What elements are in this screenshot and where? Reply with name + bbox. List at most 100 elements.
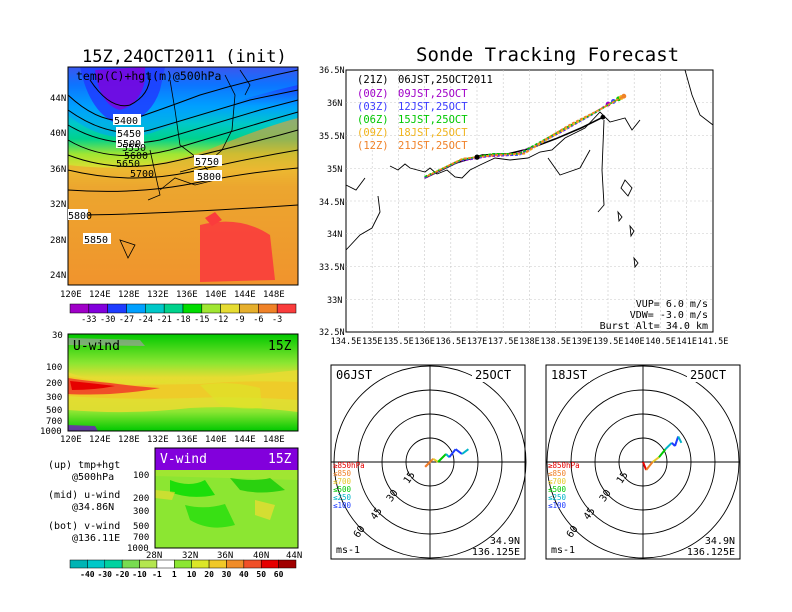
lon-tick: 120E: [60, 290, 82, 300]
hodo-date: 25OCT: [475, 368, 511, 382]
hodograph-segment: [658, 448, 667, 458]
hodograph-segment: [448, 448, 457, 458]
colorbar-swatch: [201, 303, 221, 314]
lon-tick: 124E: [89, 290, 111, 300]
colorbar-swatch: [220, 303, 240, 314]
contour-label: 5800: [197, 172, 221, 183]
lon-tick: 140.5E: [645, 337, 676, 347]
temp-colorbar: -33 -30 -27 -24 -21 -18 -15 -12 -9 -6 -3: [69, 303, 297, 325]
colorbar-swatch: [69, 303, 90, 314]
p-tick: 100: [133, 471, 149, 481]
lat-label: 34.9N: [490, 536, 520, 547]
legend-label: 15JST,25OCT: [398, 114, 468, 126]
lon-tick: 132E: [147, 290, 169, 300]
colorbar-label: 1: [172, 570, 177, 579]
hodograph-segment: [432, 457, 439, 463]
track-legend: (21Z) 06JST,25OCT2011 (00Z) 09JST,25OCT …: [357, 74, 493, 152]
contour-label: 5650: [116, 159, 140, 170]
colorbar-label: -15: [194, 315, 209, 325]
p-tick: 100: [46, 363, 62, 373]
colorbar-label: -18: [175, 315, 190, 325]
lon-tick: 144E: [234, 290, 256, 300]
burst-point: [600, 114, 606, 120]
p-legend: ≤100: [333, 501, 352, 510]
init-title: 15Z,24OCT2011 (init): [82, 47, 287, 67]
note-bot-lon: @136.11E: [72, 533, 121, 544]
legend-label: 18JST,25OCT: [398, 127, 468, 139]
unit-label: ms-1: [336, 545, 360, 556]
hodograph-segment: [674, 436, 680, 447]
colorbar-label: -30: [100, 315, 115, 325]
lat-tick: 35.5N: [319, 132, 345, 142]
lat-tick: 28N: [50, 236, 66, 246]
colorbar-label: 40: [239, 570, 249, 579]
colorbar-label: -20: [115, 570, 130, 579]
colorbar-label: -12: [213, 315, 228, 325]
lon-tick: 139.5E: [593, 337, 624, 347]
contour-label: 5850: [84, 235, 108, 246]
vwind-time: 15Z: [268, 452, 292, 467]
lat-tick: 32N: [182, 551, 198, 561]
contour-label: 5700: [130, 169, 154, 180]
hodo-right-legend: ≥850hPa ≤850 ≤700 ≤500 ≤250 ≤100: [548, 461, 580, 510]
lon-tick: 136E: [176, 290, 198, 300]
colorbar-label: -27: [119, 315, 134, 325]
lat-tick: 33N: [327, 296, 342, 306]
colorbar-label: 50: [256, 570, 266, 579]
legend-code: (09Z): [357, 127, 389, 139]
hodograph-segment: [651, 456, 660, 463]
colorbar-swatch: [258, 303, 278, 314]
track-lon-ticks: 134.5E 135E 135.5E 136E 136.5E 137E 137.5E 138E…: [331, 337, 729, 347]
colorbar-swatch: [104, 559, 123, 569]
lon-tick: 135E: [362, 337, 382, 347]
lat-tick: 28N: [146, 551, 162, 561]
lat-tick: 33.5N: [319, 263, 345, 273]
p-tick: 1000: [40, 427, 62, 437]
hodograph-segment: [664, 442, 673, 450]
colorbar-swatch: [260, 559, 279, 569]
colorbar-swatch: [156, 559, 175, 569]
p-tick: 200: [133, 494, 149, 504]
legend-code: (12Z): [357, 140, 389, 152]
legend-code: (03Z): [357, 101, 389, 113]
p-legend: ≥850hPa: [333, 461, 365, 470]
lat-tick: 32N: [50, 200, 66, 210]
p-legend: ≤250: [548, 493, 567, 502]
map-label-box: temp(C)+hgt(m)@500hPa: [76, 69, 221, 83]
vwind-title: V-wind: [160, 452, 207, 467]
lon-tick: 141E: [677, 337, 697, 347]
note-up-level: @500hPa: [72, 472, 115, 483]
hodograph-segment: [455, 448, 463, 455]
colorbar-label: -10: [132, 570, 147, 579]
hodo-left-legend: ≥850hPa ≤850 ≤700 ≤500 ≤250 ≤100: [333, 461, 365, 510]
uwind-time: 15Z: [268, 339, 292, 354]
vwind-axes: 100 200 300 500 700 1000 28N 32N 36N 40N…: [127, 471, 302, 561]
contour-label: 5600: [124, 151, 148, 162]
vwind-field: [154, 447, 299, 549]
legend-label: 21JST,25OCT: [398, 140, 468, 152]
contour-label: 5550: [122, 143, 146, 154]
burst-point: [621, 93, 627, 99]
lat-tick: 40N: [253, 551, 269, 561]
temp-map: [67, 66, 299, 286]
hodograph-segment: [642, 461, 648, 471]
legend-label: 12JST,25OCT: [398, 101, 468, 113]
colorbar-label: 10: [187, 570, 197, 579]
colorbar-swatch: [88, 303, 108, 314]
hodograph-segment: [461, 448, 469, 455]
legend-label: 06JST,25OCT2011: [398, 74, 493, 86]
launch-site: [474, 154, 480, 160]
colorbar-swatch: [126, 303, 146, 314]
colorbar-label: -6: [253, 315, 263, 325]
p-legend: ≥850hPa: [548, 461, 580, 470]
lon-tick: 137E: [467, 337, 487, 347]
contour-label: 5750: [195, 157, 219, 168]
track-axes: 36.5N 36N 35.5N 35N 34.5N 34N 33.5N 33N …: [319, 66, 345, 338]
colorbar-swatch: [163, 303, 184, 314]
track-line: [426, 95, 625, 177]
p-legend: ≤850: [548, 469, 567, 478]
p-tick: 700: [133, 533, 149, 543]
lon-tick: 120E: [60, 435, 82, 445]
colorbar-swatch: [208, 559, 227, 569]
